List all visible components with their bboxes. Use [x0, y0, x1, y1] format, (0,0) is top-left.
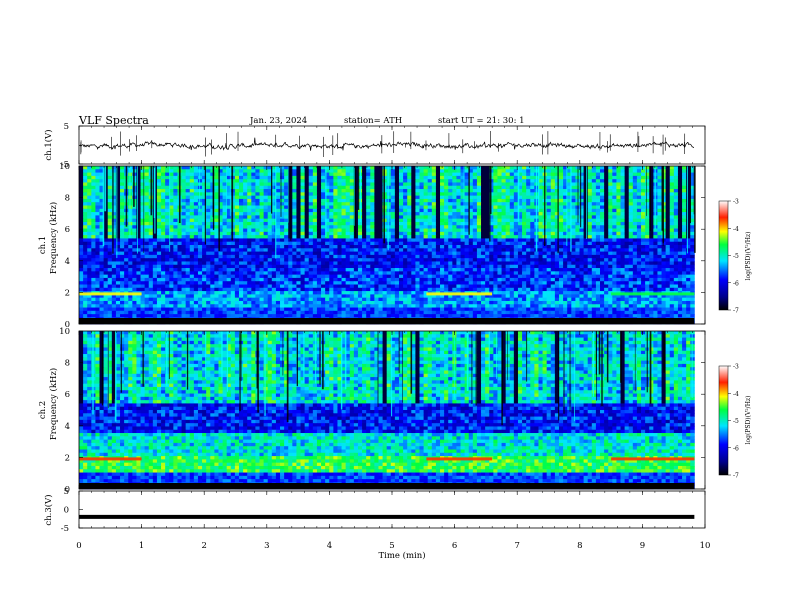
freq-tick-label: 2 [65, 288, 70, 298]
x-tick-label: 2 [201, 541, 206, 551]
colorbar-tick-label: -5 [733, 253, 739, 260]
freq-tick-label: 6 [65, 225, 70, 235]
ch3-wave-ylabel: ch.3(V) [43, 494, 54, 525]
colorbar-tick-label: -5 [733, 418, 739, 425]
freq-tick-label: 2 [65, 453, 70, 463]
x-tick-label: 4 [327, 541, 332, 551]
ch2-colorbar-label: log(PSD)(V²/Hz) [745, 396, 752, 445]
ch2-spec-ylabel: Frequency (kHz) [48, 368, 59, 440]
x-tick-label: 1 [139, 541, 144, 551]
colorbar-tick-label: -4 [733, 226, 739, 233]
x-tick-label: 6 [452, 541, 457, 551]
ch1-colorbar-label: log(PSD)(V²/Hz) [745, 232, 752, 281]
colorbar-tick-label: -7 [733, 308, 739, 315]
freq-tick-label: 4 [65, 257, 70, 267]
x-tick-label: 8 [577, 541, 582, 551]
figure-title: VLF Spectra [78, 114, 149, 127]
volt-tick-label: -5 [61, 160, 69, 170]
x-tick-label: 3 [264, 541, 269, 551]
volt-tick-label: 0 [64, 506, 69, 516]
start-time-label: start UT = 21: 30: 1 [438, 116, 525, 126]
colorbar-tick-label: -6 [733, 445, 739, 452]
freq-tick-label: 0 [65, 485, 70, 495]
ch3-waveform-frame [78, 490, 706, 529]
ch1-waveform-line [78, 137, 695, 151]
ch2-spectrogram-panel [79, 331, 695, 490]
x-tick-label: 7 [514, 541, 519, 551]
ch1-spec-ylabel: Frequency (kHz) [48, 202, 59, 274]
colorbar-tick-label: -7 [733, 473, 739, 480]
freq-tick-label: 8 [65, 194, 70, 204]
colorbar-tick-label: -3 [733, 199, 739, 206]
x-tick-label: 5 [389, 541, 394, 551]
freq-tick-label: 0 [65, 320, 70, 330]
x-tick-label: 0 [76, 541, 81, 551]
colorbar-tick-label: -6 [733, 280, 739, 287]
x-tick-label: 9 [640, 541, 645, 551]
ch1-colorbar: -3 -4 -5 -6 -7 log(PSD)(V²/Hz) [718, 199, 752, 315]
x-tick-label: 10 [700, 541, 711, 551]
freq-tick-label: 4 [65, 422, 70, 432]
ch1-wave-ylabel: ch.1(V) [43, 129, 54, 160]
ch2-spec-ylabel-top: ch.2 [38, 401, 48, 419]
freq-tick-label: 10 [59, 162, 70, 172]
colorbar-tick-label: -3 [733, 364, 739, 371]
volt-tick-label: -5 [61, 524, 69, 534]
x-axis-label: Time (min) [378, 550, 425, 561]
ch1-spectrogram-panel [79, 166, 696, 325]
ch1-waveform-panel [78, 131, 695, 157]
volt-tick-label: 5 [64, 487, 69, 497]
ch1-spec-ylabel-top: ch.1 [38, 236, 48, 254]
ch2-colorbar: -3 -4 -5 -6 -7 log(PSD)(V²/Hz) [718, 364, 752, 480]
volt-tick-label: 5 [64, 122, 69, 132]
colorbar-tick-label: -4 [733, 391, 739, 398]
date-label: Jan. 23, 2024 [249, 116, 307, 126]
freq-tick-label: 6 [65, 390, 70, 400]
freq-tick-label: 10 [59, 327, 70, 337]
station-label: station= ATH [344, 116, 402, 126]
freq-tick-label: 8 [65, 359, 70, 369]
